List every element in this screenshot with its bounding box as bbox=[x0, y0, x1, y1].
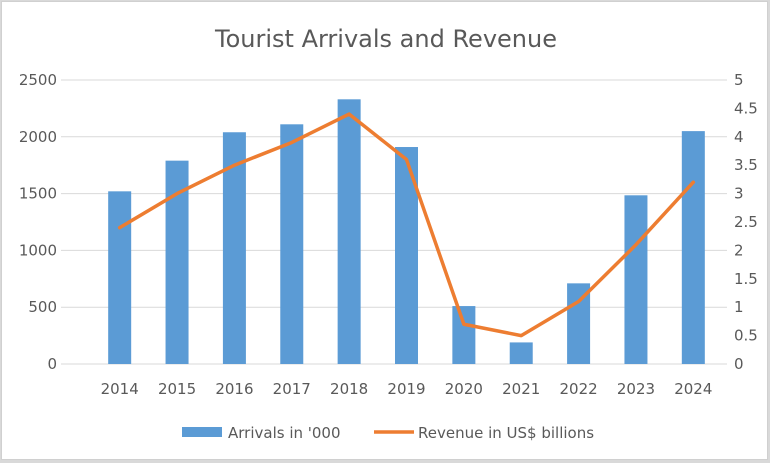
bar-arrivals bbox=[395, 147, 418, 364]
y2-tick-label: 5 bbox=[734, 71, 744, 89]
y-tick-label: 0 bbox=[47, 355, 57, 373]
x-tick-label: 2016 bbox=[215, 380, 253, 398]
y2-tick-label: 4 bbox=[734, 128, 744, 146]
bar-arrivals bbox=[681, 131, 705, 364]
chart-title: Tourist Arrivals and Revenue bbox=[214, 25, 557, 53]
left-axis-ticks: 0 500 1000 1500 2000 2500 bbox=[19, 71, 57, 373]
x-tick-label: 2019 bbox=[387, 380, 425, 398]
y-tick-label: 2000 bbox=[19, 128, 57, 146]
y-tick-label: 1000 bbox=[19, 241, 57, 259]
y2-tick-label: 1.5 bbox=[734, 270, 758, 288]
bar-arrivals bbox=[452, 306, 476, 364]
bar-arrivals bbox=[108, 191, 132, 364]
arrivals-bars bbox=[108, 99, 705, 364]
revenue-line-group bbox=[117, 112, 696, 338]
y-tick-label: 500 bbox=[28, 298, 57, 316]
y2-tick-label: 0.5 bbox=[734, 327, 758, 345]
legend: Arrivals in '000 Revenue in US$ billions bbox=[182, 424, 594, 442]
x-tick-label: 2015 bbox=[158, 380, 196, 398]
x-tick-label: 2023 bbox=[617, 380, 655, 398]
y-tick-label: 1500 bbox=[19, 185, 57, 203]
bar-arrivals bbox=[165, 160, 189, 364]
y2-tick-label: 0 bbox=[734, 355, 744, 373]
bar-arrivals bbox=[222, 132, 246, 364]
bar-arrivals bbox=[624, 195, 648, 364]
y2-tick-label: 4.5 bbox=[734, 99, 758, 117]
bar-arrivals bbox=[280, 124, 304, 364]
y-tick-label: 2500 bbox=[19, 71, 57, 89]
y2-tick-label: 3.5 bbox=[734, 156, 758, 174]
x-tick-label: 2024 bbox=[674, 380, 712, 398]
y2-tick-label: 2.5 bbox=[734, 213, 758, 231]
bar-arrivals bbox=[509, 342, 533, 364]
legend-label-revenue: Revenue in US$ billions bbox=[418, 424, 594, 442]
x-tick-label: 2014 bbox=[101, 380, 139, 398]
right-axis-ticks: 0 0.5 1 1.5 2 2.5 3 3.5 4 4.5 5 bbox=[734, 71, 758, 373]
y2-tick-label: 2 bbox=[734, 241, 744, 259]
y2-tick-label: 3 bbox=[734, 185, 744, 203]
x-tick-label: 2018 bbox=[330, 380, 368, 398]
legend-swatch-arrivals bbox=[182, 427, 222, 437]
legend-label-arrivals: Arrivals in '000 bbox=[228, 424, 341, 442]
x-tick-label: 2021 bbox=[502, 380, 540, 398]
y2-tick-label: 1 bbox=[734, 298, 744, 316]
bar-arrivals bbox=[337, 99, 361, 364]
x-tick-label: 2020 bbox=[445, 380, 483, 398]
x-tick-label: 2017 bbox=[273, 380, 311, 398]
x-tick-label: 2022 bbox=[559, 380, 597, 398]
x-axis-ticks: 2014 2015 2016 2017 2018 2019 2020 2021 2022 2023… bbox=[101, 380, 713, 398]
